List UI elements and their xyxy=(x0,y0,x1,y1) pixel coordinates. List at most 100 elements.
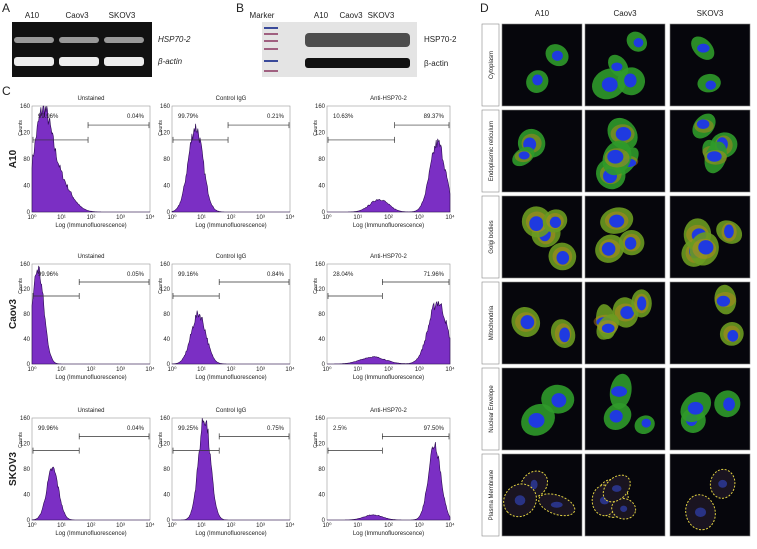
y-tick-label: 80 xyxy=(163,157,170,163)
y-tick-label: 120 xyxy=(160,287,171,293)
row-label: Mitochondria xyxy=(489,305,495,340)
nucleus xyxy=(528,412,545,428)
x-tick-label: 10² xyxy=(384,367,393,373)
nucleus xyxy=(705,80,717,90)
y-tick-label: 40 xyxy=(23,337,30,343)
marker-band xyxy=(264,70,278,72)
histogram xyxy=(327,441,451,521)
micrograph xyxy=(669,281,751,365)
y-tick-label: 0 xyxy=(322,362,326,368)
gel xyxy=(12,22,152,77)
nucleus xyxy=(716,295,731,307)
plot-title: Anti-HSP70-2 xyxy=(370,408,407,414)
nucleus xyxy=(532,74,543,86)
nucleus xyxy=(696,119,710,130)
label-box xyxy=(481,281,500,365)
gate-right xyxy=(218,433,290,440)
x-axis-label: Log (Immunofluorescence) xyxy=(55,223,126,229)
y-tick-label: 0 xyxy=(167,362,171,368)
y-tick-label: 160 xyxy=(20,104,31,110)
y-tick-label: 120 xyxy=(20,131,31,137)
gate-percent: 0.05% xyxy=(127,272,145,278)
nucleus xyxy=(723,397,735,411)
x-tick-label: 10² xyxy=(87,215,96,221)
y-tick-label: 160 xyxy=(315,262,326,268)
y-tick-label: 160 xyxy=(315,416,326,422)
y-tick-label: 0 xyxy=(27,518,31,524)
y-tick-label: 0 xyxy=(167,518,171,524)
y-tick-label: 160 xyxy=(315,104,326,110)
label-box xyxy=(481,367,500,451)
nucleus xyxy=(698,240,714,255)
micrograph xyxy=(501,23,583,107)
histogram xyxy=(31,466,150,521)
x-tick-label: 10³ xyxy=(415,215,424,221)
y-axis-label: Counts xyxy=(158,432,164,448)
x-tick-label: 10⁰ xyxy=(167,366,177,373)
gate-right xyxy=(382,279,450,285)
gate-percent: 97.50% xyxy=(424,426,445,432)
x-axis-label: Log (Immunofluorescence) xyxy=(353,531,424,537)
gate-left xyxy=(172,293,220,299)
x-tick-label: 10⁴ xyxy=(145,366,155,373)
x-tick-label: 10³ xyxy=(256,367,265,373)
nucleus xyxy=(637,296,647,311)
nucleus xyxy=(607,149,624,164)
y-axis-label: Counts xyxy=(18,278,24,294)
gate-percent: 99.96% xyxy=(38,114,59,120)
gate-right xyxy=(227,122,290,129)
plot-title: Anti-HSP70-2 xyxy=(370,254,407,260)
x-tick-label: 10¹ xyxy=(57,523,66,529)
x-tick-label: 10⁰ xyxy=(27,366,37,373)
histogram xyxy=(171,310,290,365)
gate-left xyxy=(327,293,383,299)
panel-label: D xyxy=(480,1,489,15)
y-tick-label: 40 xyxy=(318,493,325,499)
y-axis-label: Counts xyxy=(18,432,24,448)
nucleus xyxy=(727,329,739,342)
band-label: β-actin xyxy=(157,57,183,66)
label-box xyxy=(481,23,500,107)
x-tick-label: 10³ xyxy=(415,367,424,373)
y-tick-label: 160 xyxy=(160,104,171,110)
y-axis-label: Counts xyxy=(313,120,319,136)
x-tick-label: 10⁴ xyxy=(145,522,155,529)
x-axis-label: Log (Immunofluorescence) xyxy=(195,375,266,381)
y-tick-label: 0 xyxy=(27,210,31,216)
column-label: A10 xyxy=(535,9,550,18)
y-tick-label: 120 xyxy=(315,442,326,448)
plot-title: Unstained xyxy=(77,408,104,414)
label-box xyxy=(481,195,500,279)
gate-right xyxy=(382,433,450,440)
nucleus xyxy=(611,485,622,492)
x-tick-label: 10⁴ xyxy=(285,366,295,373)
x-tick-label: 10⁴ xyxy=(285,214,295,221)
x-tick-label: 10⁰ xyxy=(27,214,37,221)
y-tick-label: 120 xyxy=(160,442,171,448)
gate-percent: 99.25% xyxy=(178,426,199,432)
gate-left xyxy=(32,447,80,454)
gate-percent: 71.96% xyxy=(424,272,445,278)
y-tick-label: 80 xyxy=(23,157,30,163)
nucleus xyxy=(718,479,728,488)
band-label: β-actin xyxy=(424,59,448,68)
y-tick-label: 80 xyxy=(318,467,325,473)
y-tick-label: 80 xyxy=(23,312,30,318)
x-tick-label: 10⁴ xyxy=(285,522,295,529)
column-label: SKOV3 xyxy=(697,9,724,18)
y-tick-label: 0 xyxy=(27,362,31,368)
x-axis-label: Log (Immunofluorescence) xyxy=(55,531,126,537)
band xyxy=(305,58,410,68)
y-tick-label: 40 xyxy=(163,493,170,499)
x-tick-label: 10³ xyxy=(116,215,125,221)
gate-left xyxy=(327,136,395,143)
band-label: HSP70-2 xyxy=(424,35,457,44)
nucleus xyxy=(611,386,628,397)
plot-title: Control IgG xyxy=(216,254,247,260)
gel xyxy=(262,22,417,77)
x-tick-label: 10³ xyxy=(256,523,265,529)
x-tick-label: 10² xyxy=(87,367,96,373)
band xyxy=(305,33,410,47)
gate-right xyxy=(87,122,150,129)
nucleus xyxy=(601,77,618,92)
